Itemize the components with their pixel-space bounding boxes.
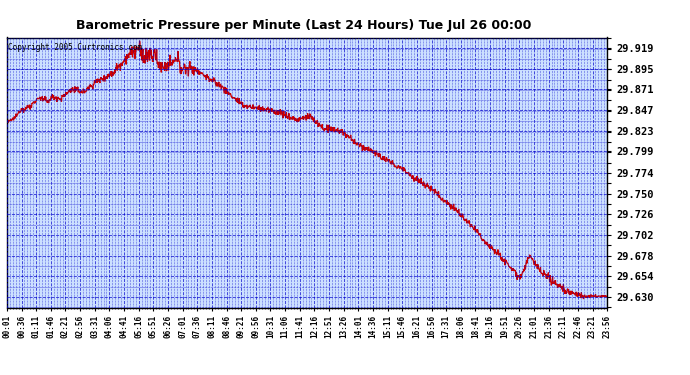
Text: Barometric Pressure per Minute (Last 24 Hours) Tue Jul 26 00:00: Barometric Pressure per Minute (Last 24 … xyxy=(76,19,531,32)
Text: Copyright 2005 Curtronics.com: Copyright 2005 Curtronics.com xyxy=(8,43,142,52)
